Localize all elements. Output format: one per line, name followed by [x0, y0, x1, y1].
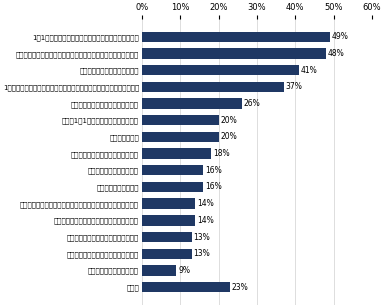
Text: 14%: 14%	[197, 199, 214, 208]
Text: 49%: 49%	[332, 32, 349, 41]
Text: 13%: 13%	[194, 249, 210, 258]
Text: 48%: 48%	[328, 49, 344, 58]
Text: 20%: 20%	[220, 132, 237, 141]
Text: 14%: 14%	[197, 216, 214, 225]
Bar	[142, 65, 299, 75]
Text: 20%: 20%	[220, 116, 237, 125]
Text: 16%: 16%	[205, 166, 222, 175]
Bar	[142, 265, 176, 276]
Bar	[142, 148, 211, 159]
Text: 23%: 23%	[232, 282, 249, 292]
Bar	[142, 282, 230, 292]
Bar	[142, 82, 284, 92]
Bar	[142, 198, 195, 209]
Bar	[142, 182, 203, 192]
Bar	[142, 165, 203, 176]
Text: 13%: 13%	[194, 233, 210, 241]
Text: 16%: 16%	[205, 182, 222, 192]
Bar	[142, 232, 192, 242]
Bar	[142, 215, 195, 225]
Text: 26%: 26%	[243, 99, 260, 108]
Bar	[142, 249, 192, 259]
Text: 18%: 18%	[213, 149, 229, 158]
Bar	[142, 99, 242, 109]
Text: 41%: 41%	[301, 66, 318, 75]
Text: 37%: 37%	[286, 83, 303, 91]
Bar	[142, 115, 218, 125]
Bar	[142, 32, 330, 42]
Bar	[142, 48, 326, 59]
Text: 9%: 9%	[178, 266, 190, 275]
Bar	[142, 132, 218, 142]
